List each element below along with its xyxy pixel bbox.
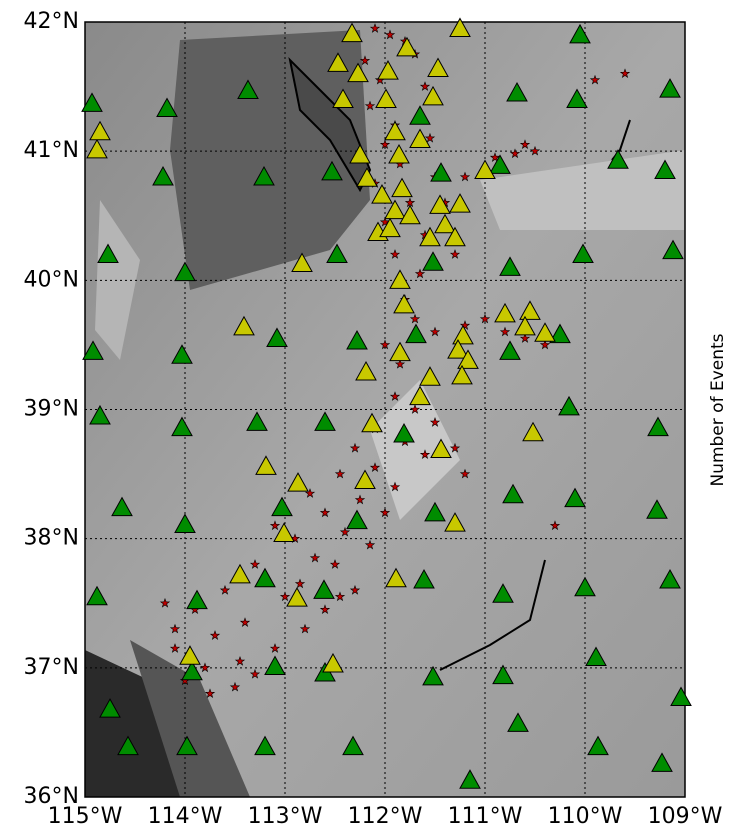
y-tick-label: 38°N	[24, 526, 79, 551]
y-tick-label: 41°N	[24, 138, 79, 163]
y-tick-label: 37°N	[24, 655, 79, 680]
x-tick-label: 110°W	[548, 804, 623, 829]
side-label: Number of Events	[708, 333, 728, 486]
y-tick-label: 39°N	[24, 397, 79, 422]
x-tick-label: 113°W	[248, 804, 323, 829]
x-tick-label: 111°W	[448, 804, 523, 829]
y-tick-label: 36°N	[24, 784, 79, 809]
x-tick-label: 109°W	[648, 804, 723, 829]
x-tick-label: 114°W	[148, 804, 223, 829]
y-tick-label: 42°N	[24, 9, 79, 34]
y-tick-label: 40°N	[24, 267, 79, 292]
x-tick-label: 112°W	[348, 804, 423, 829]
map: Number of Events 115°W114°W113°W112°W111…	[0, 0, 731, 835]
